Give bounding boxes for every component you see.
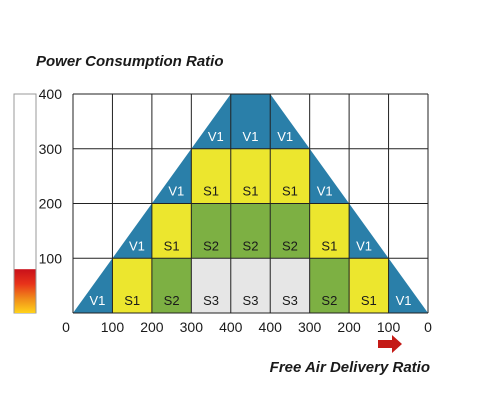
heatmap-cell	[309, 148, 350, 204]
heatmap-cell	[270, 94, 310, 149]
cell-label: S2	[243, 238, 259, 253]
cell-label: V1	[277, 129, 293, 144]
heatmap-cell	[191, 94, 231, 149]
x-tick-label: 100	[101, 319, 125, 335]
cell-label: S2	[164, 293, 180, 308]
heatmap-cell	[73, 258, 113, 313]
cell-label: S2	[203, 238, 219, 253]
y-tick-label: 300	[39, 141, 63, 157]
cell-label: S1	[361, 293, 377, 308]
heatmap-cell	[230, 258, 271, 313]
heatmap-cell	[191, 258, 231, 313]
cell-label: V1	[317, 184, 333, 199]
cell-label: S3	[203, 293, 219, 308]
scale-bar-fill	[14, 269, 36, 313]
heatmap-cell	[230, 148, 271, 204]
x-tick-label: 200	[140, 319, 164, 335]
cell-label: V1	[356, 238, 372, 253]
cell-label: S1	[243, 184, 259, 199]
cell-label: V1	[168, 184, 184, 199]
chart-title: Power Consumption Ratio	[36, 53, 224, 70]
cell-label: S1	[164, 238, 180, 253]
x-axis-label: Free Air Delivery Ratio	[269, 359, 430, 376]
x-tick-label: 100	[377, 319, 401, 335]
heatmap-cell	[112, 258, 152, 313]
heatmap-cell	[388, 258, 428, 313]
cell-label: S1	[203, 184, 219, 199]
heatmap-cell	[151, 258, 192, 313]
heatmap-cell	[270, 148, 310, 204]
heatmap-cell	[230, 94, 271, 149]
x-tick-label: 300	[298, 319, 322, 335]
heatmap-cell	[151, 148, 192, 204]
cell-label: S2	[282, 238, 298, 253]
heatmap-cell	[112, 203, 152, 259]
cell-label: S3	[282, 293, 298, 308]
heatmap-cell	[191, 148, 231, 204]
cell-label: V1	[129, 238, 145, 253]
cell-label: S1	[321, 238, 337, 253]
cell-label: S2	[321, 293, 337, 308]
x-tick-label: 300	[180, 319, 204, 335]
x-tick-label: 0	[62, 319, 70, 335]
cell-label: V1	[243, 129, 259, 144]
x-tick-label: 200	[337, 319, 361, 335]
heatmap-cell	[309, 203, 350, 259]
heatmap-cell	[309, 258, 350, 313]
y-tick-label: 100	[39, 250, 63, 266]
heatmap-cell	[151, 203, 192, 259]
heatmap-cell	[349, 258, 389, 313]
cell-label: S1	[124, 293, 140, 308]
cell-label: V1	[90, 293, 106, 308]
y-tick-label: 200	[39, 196, 63, 212]
x-tick-label: 0	[424, 319, 432, 335]
heatmap-cell	[230, 203, 271, 259]
heatmap-cell	[349, 203, 389, 259]
heatmap-cell	[270, 258, 310, 313]
cell-label: V1	[396, 293, 412, 308]
y-tick-label: 400	[39, 86, 63, 102]
direction-arrow-icon	[378, 335, 402, 353]
heatmap-cell	[270, 203, 310, 259]
cell-label: S1	[282, 184, 298, 199]
x-tick-label: 400	[219, 319, 243, 335]
heatmap-cell	[191, 203, 231, 259]
cell-label: S3	[243, 293, 259, 308]
x-tick-label: 400	[259, 319, 283, 335]
cell-label: V1	[208, 129, 224, 144]
